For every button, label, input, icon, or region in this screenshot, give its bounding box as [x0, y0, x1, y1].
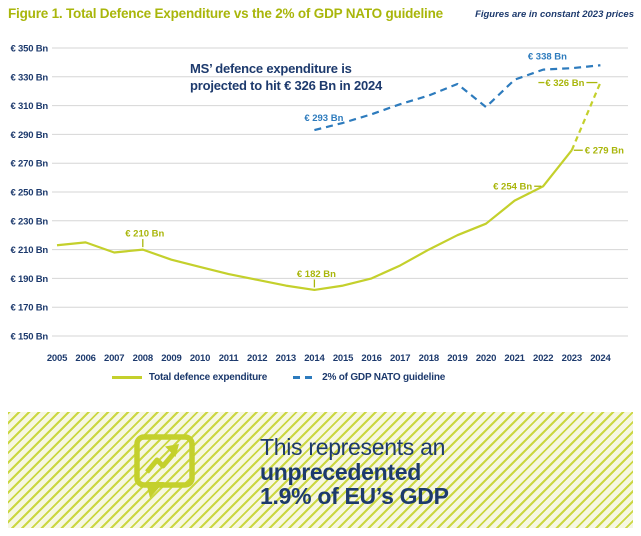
- legend-label-expenditure: Total defence expenditure: [148, 372, 268, 383]
- x-axis-label: 2012: [247, 353, 267, 364]
- expenditure-line-swatch: [111, 376, 142, 379]
- x-axis-label: 2014: [304, 353, 325, 364]
- x-axis-label: 2015: [333, 353, 354, 364]
- chart-legend: Total defence expenditure 2% of GDP NATO…: [0, 372, 599, 383]
- value-label: € 293 Bn: [304, 113, 343, 124]
- y-axis-label: € 270 Bn: [11, 159, 49, 170]
- figure-title: Figure 1. Total Defence Expenditure vs t…: [8, 6, 443, 21]
- x-axis-label: 2009: [161, 353, 181, 364]
- y-axis-label: € 330 Bn: [11, 72, 49, 83]
- gdp-banner: This represents an unprecedented 1.9% of…: [8, 412, 633, 528]
- x-axis-label: 2020: [476, 353, 496, 364]
- chart-annotation: MS’ defence expenditure is: [190, 61, 352, 76]
- y-axis-label: € 190 Bn: [11, 274, 49, 285]
- value-label: € 326 Bn: [545, 78, 584, 89]
- x-axis-label: 2005: [47, 353, 68, 364]
- y-axis-label: € 170 Bn: [11, 303, 49, 314]
- banner-line-3: 1.9% of EU’s GDP: [260, 483, 449, 509]
- x-axis-label: 2023: [562, 353, 582, 364]
- total-defence-expenditure-line-projected: [570, 82, 602, 151]
- value-label: € 182 Bn: [297, 269, 336, 280]
- guideline-line-swatch: [293, 376, 316, 379]
- x-axis-label: 2007: [104, 353, 124, 364]
- x-axis-label: 2017: [390, 353, 410, 364]
- legend-item-guideline: 2% of GDP NATO guideline: [293, 372, 445, 383]
- y-axis-label: € 310 Bn: [11, 101, 49, 112]
- x-axis-label: 2006: [75, 353, 95, 364]
- x-axis-label: 2019: [447, 353, 467, 364]
- y-axis-label: € 250 Bn: [11, 188, 49, 199]
- x-axis-label: 2010: [190, 353, 210, 364]
- legend-label-guideline: 2% of GDP NATO guideline: [322, 372, 446, 383]
- y-axis-label: € 150 Bn: [11, 332, 49, 343]
- x-axis-label: 2011: [219, 353, 240, 364]
- value-label: € 338 Bn: [528, 51, 567, 62]
- trend-chat-bubble-icon: [134, 434, 195, 498]
- x-axis-label: 2024: [590, 353, 611, 364]
- nato-2pct-guideline-line: [314, 64, 601, 132]
- x-axis-label: 2013: [276, 353, 296, 364]
- y-axis-label: € 210 Bn: [11, 245, 49, 256]
- defence-expenditure-chart: € 350 Bn € 330 Bn € 310 Bn € 290 Bn € 270 Bn…: [11, 44, 628, 364]
- x-axis-label: 2021: [504, 353, 525, 364]
- y-axis-label: € 230 Bn: [11, 216, 49, 227]
- y-axis-label: € 350 Bn: [11, 44, 49, 55]
- x-axis-label: 2016: [361, 353, 381, 364]
- chart-annotation: projected to hit € 326 Bn in 2024: [190, 78, 383, 93]
- total-defence-expenditure-line: [56, 149, 573, 292]
- value-label: € 279 Bn: [585, 146, 624, 157]
- x-axis-label: 2022: [533, 353, 553, 364]
- banner-line-2: unprecedented: [260, 458, 421, 485]
- value-label: € 210 Bn: [125, 229, 164, 240]
- x-axis-label: 2018: [419, 353, 439, 364]
- banner-text: This represents an unprecedented 1.9% of…: [260, 435, 449, 509]
- legend-item-expenditure: Total defence expenditure: [111, 372, 268, 383]
- constant-prices-note: Figures are in constant 2023 prices: [475, 9, 634, 20]
- x-axis-label: 2008: [133, 353, 153, 364]
- y-axis-label: € 290 Bn: [11, 130, 49, 141]
- value-label: € 254 Bn: [493, 182, 532, 193]
- banner-line-1: This represents an: [260, 434, 446, 460]
